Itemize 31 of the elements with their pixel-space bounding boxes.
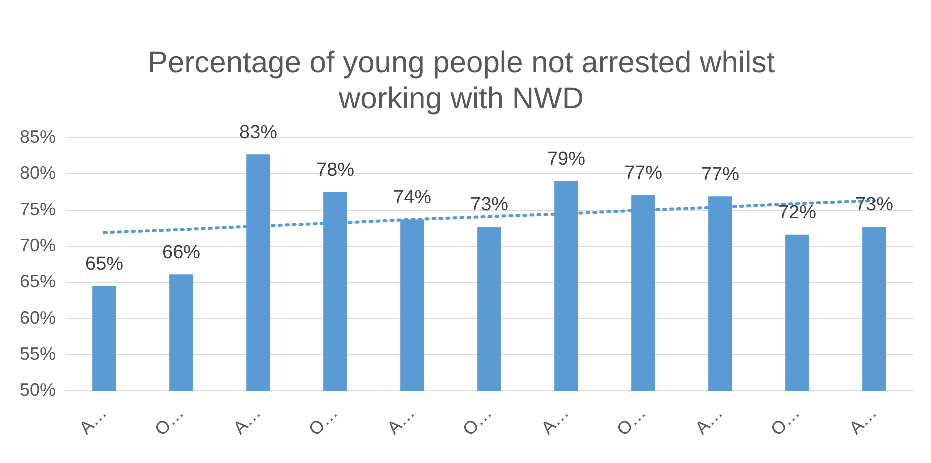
x-tick-label: O… bbox=[613, 402, 650, 440]
data-label: 72% bbox=[778, 202, 817, 224]
data-label: 73% bbox=[855, 194, 894, 216]
data-label: 77% bbox=[624, 162, 663, 184]
data-label: 78% bbox=[316, 160, 355, 181]
data-label: 79% bbox=[547, 149, 586, 170]
x-tick-label: O… bbox=[305, 402, 342, 440]
y-tick-label: 85% bbox=[20, 126, 56, 147]
x-tick-label: A… bbox=[383, 402, 419, 438]
x-tick-label: A… bbox=[229, 402, 265, 438]
data-label: 74% bbox=[394, 187, 432, 208]
x-tick-label: A… bbox=[691, 402, 727, 438]
y-tick-label: 75% bbox=[20, 199, 56, 220]
y-tick-label: 55% bbox=[20, 344, 56, 364]
chart-title: Percentage of young people not arrested whilst working with NWD bbox=[148, 46, 776, 116]
y-tick-label: 60% bbox=[20, 308, 56, 328]
data-label: 77% bbox=[701, 164, 740, 186]
data-label: 73% bbox=[470, 194, 509, 216]
x-tick-label: A… bbox=[537, 402, 573, 438]
data-label: 83% bbox=[240, 122, 278, 144]
y-tick-label: 65% bbox=[20, 272, 56, 292]
y-tick-label: 70% bbox=[20, 235, 56, 256]
data-label: 65% bbox=[86, 254, 124, 275]
x-tick-label: O… bbox=[767, 402, 804, 440]
x-tick-label: A… bbox=[845, 402, 881, 438]
data-label: 66% bbox=[162, 242, 201, 264]
y-tick-label: 50% bbox=[20, 380, 56, 400]
x-tick-label: O… bbox=[151, 402, 188, 440]
x-tick-label: A… bbox=[76, 402, 111, 438]
x-tick-label: O… bbox=[459, 402, 496, 440]
y-tick-label: 80% bbox=[20, 163, 56, 184]
